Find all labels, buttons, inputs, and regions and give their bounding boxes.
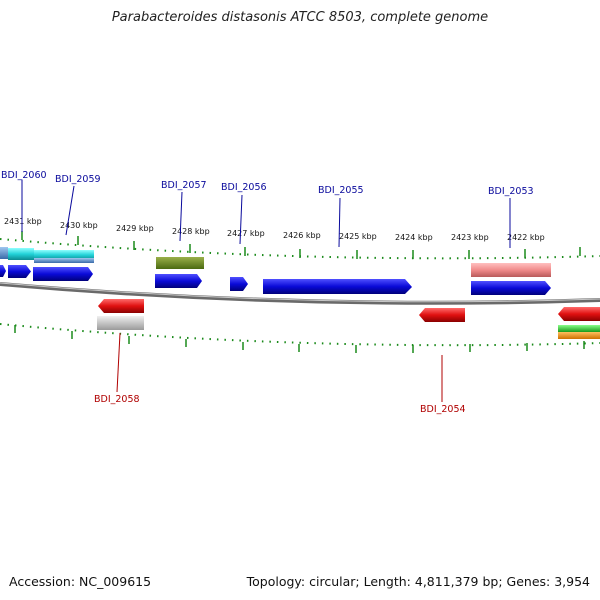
forward-cds-arrow <box>471 281 551 295</box>
gene-label-bdi-2053: BDI_2053 <box>488 186 534 197</box>
gene-label-bdi-2059: BDI_2059 <box>55 174 101 185</box>
kbp-label: 2428 kbp <box>172 227 210 236</box>
reverse-cds-track <box>98 299 600 322</box>
gene-label-bdi-2054: BDI_2054 <box>420 404 466 415</box>
feature-block <box>558 325 600 332</box>
feature-block <box>8 248 34 260</box>
kbp-label: 2429 kbp <box>116 224 154 233</box>
gene-label-bdi-2058: BDI_2058 <box>94 394 140 405</box>
kbp-label: 2424 kbp <box>395 233 433 242</box>
gene-label-bdi-2055: BDI_2055 <box>318 185 364 196</box>
inner-scale-ticks <box>0 323 600 353</box>
kbp-labels: 2431 kbp 2430 kbp 2429 kbp 2428 kbp 2427… <box>4 217 545 242</box>
genome-backbone <box>0 282 600 305</box>
forward-cds-arrow <box>33 267 93 281</box>
kbp-label: 2430 kbp <box>60 221 98 230</box>
gene-label-bdi-2056: BDI_2056 <box>221 182 267 193</box>
kbp-label: 2431 kbp <box>4 217 42 226</box>
kbp-label: 2426 kbp <box>283 231 321 240</box>
kbp-label: 2425 kbp <box>339 232 377 241</box>
feature-block <box>156 257 204 269</box>
forward-cds-track <box>0 265 551 295</box>
gene-label-bdi-2057: BDI_2057 <box>161 180 207 191</box>
feature-block <box>558 332 600 339</box>
feature-block <box>97 316 144 330</box>
kbp-label: 2422 kbp <box>507 233 545 242</box>
gene-label-bdi-2060: BDI_2060 <box>1 170 47 181</box>
feature-track-lower <box>97 316 600 339</box>
reverse-cds-arrow <box>419 308 465 322</box>
forward-cds-arrow <box>230 277 248 291</box>
feature-block <box>471 263 551 277</box>
bottom-gene-labels: BDI_2058 BDI_2054 <box>94 332 466 415</box>
feature-track-upper <box>0 247 551 277</box>
top-gene-labels: BDI_2060 BDI_2059 BDI_2057 BDI_2056 BDI_… <box>1 170 534 248</box>
forward-cds-arrow <box>263 279 412 294</box>
feature-block <box>34 258 94 263</box>
genome-backbone-highlight <box>0 282 600 303</box>
feature-block <box>34 250 94 260</box>
forward-cds-arrow <box>0 265 6 277</box>
kbp-label: 2423 kbp <box>451 233 489 242</box>
map-title: Parabacteroides distasonis ATCC 8503, co… <box>111 10 489 25</box>
reverse-cds-arrow <box>558 307 600 321</box>
feature-block <box>0 247 8 259</box>
reverse-cds-arrow <box>98 299 144 313</box>
forward-cds-arrow <box>8 265 31 278</box>
genome-summary-text: Topology: circular; Length: 4,811,379 bp… <box>246 574 590 589</box>
accession-text: Accession: NC_009615 <box>9 574 152 589</box>
kbp-label: 2427 kbp <box>227 229 265 238</box>
outer-scale-ticks <box>0 231 600 260</box>
forward-cds-arrow <box>155 274 202 288</box>
